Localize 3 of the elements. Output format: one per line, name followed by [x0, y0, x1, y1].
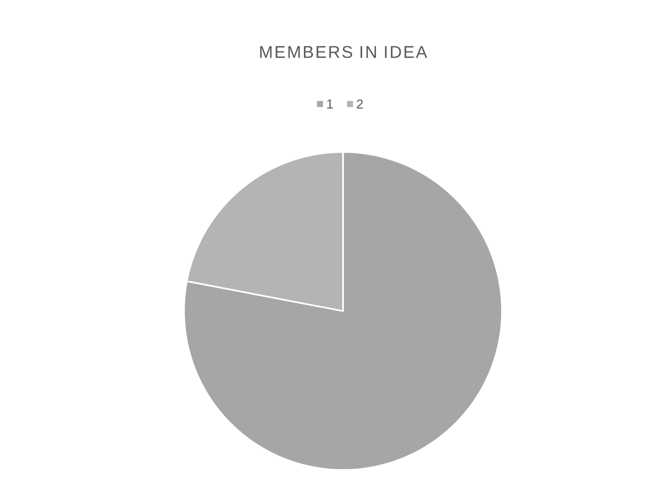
chart-title: MEMBERS IN IDEA — [260, 46, 428, 58]
legend-label: 1 — [327, 100, 333, 108]
legend-label: 2 — [356, 99, 363, 109]
